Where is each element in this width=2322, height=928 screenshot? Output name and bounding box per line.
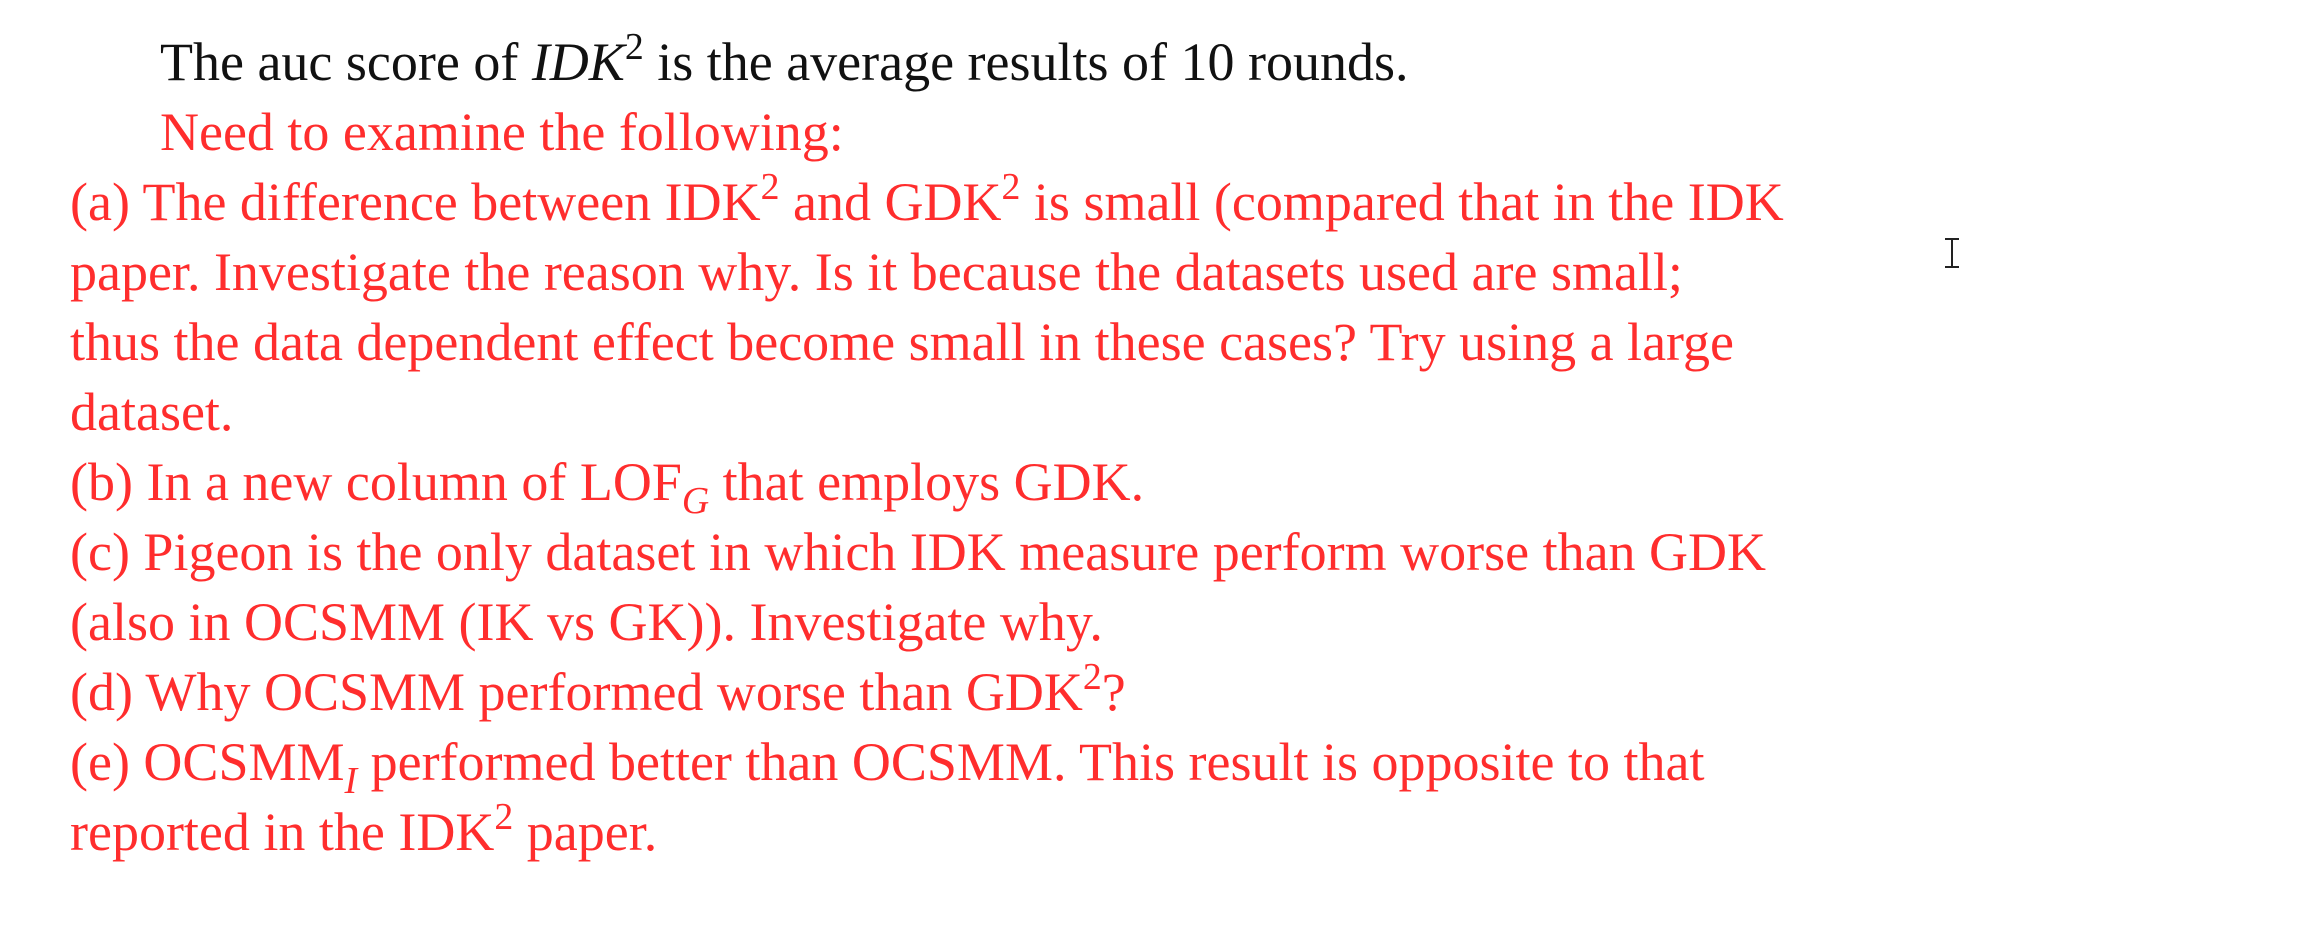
item-e-line-1: (e) OCSMMI performed better than OCSMM. … [70,727,1705,800]
notes-heading: Need to examine the following: [160,102,844,162]
text-run: ? [1101,662,1126,722]
text-run: is small (compared that in the IDK [1020,172,1784,232]
text-run: is the average results of 10 rounds. [643,32,1409,92]
text-run: (d) Why OCSMM performed worse than GDK [70,662,1083,722]
text-run: (b) In a new column of LOF [70,452,682,512]
subscript: G [681,480,710,523]
text-run: performed better than OCSMM. This result… [357,732,1705,792]
item-c-line-2: (also in OCSMM (IK vs GK)). Investigate … [70,592,1103,652]
item-b: (b) In a new column of LOFG that employs… [70,447,1145,520]
item-a-line-2: paper. Investigate the reason why. Is it… [70,242,1683,302]
superscript: 2 [1082,656,1102,699]
text-run: paper. [513,802,658,862]
intro-sentence: The auc score of IDK2 is the average res… [160,27,1409,97]
text-run: (a) The difference between IDK [70,172,761,232]
text-run: reported in the IDK [70,802,495,862]
text-run: and GDK [779,172,1002,232]
item-a-line-3: thus the data dependent effect become sm… [70,312,1735,372]
item-d: (d) Why OCSMM performed worse than GDK2? [70,657,1126,727]
math-idk: IDK [531,32,625,92]
superscript: 2 [624,26,644,69]
item-c-line-1: (c) Pigeon is the only dataset in which … [70,522,1767,582]
superscript: 2 [760,166,780,209]
text-run: The auc score of [160,32,532,92]
text-run: (e) OCSMM [70,732,345,792]
superscript: 2 [1001,166,1021,209]
superscript: 2 [494,796,514,839]
item-e-line-2: reported in the IDK2 paper. [70,797,657,867]
item-a-line-1: (a) The difference between IDK2 and GDK2… [70,167,1784,237]
text-run: that employs GDK. [709,452,1145,512]
item-a-line-4: dataset. [70,382,234,442]
text-cursor-icon [1945,238,1959,268]
subscript: I [344,760,358,803]
